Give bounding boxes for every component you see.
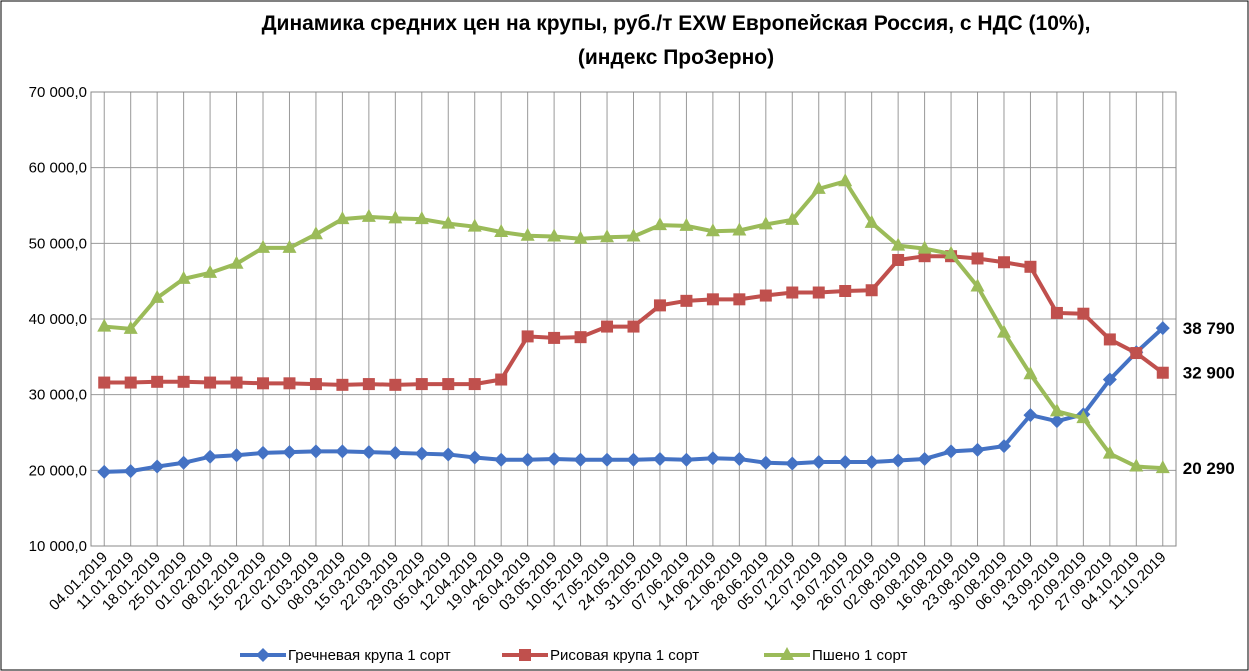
point	[575, 331, 587, 343]
legend-label: Рисовая крупа 1 сорт	[550, 647, 699, 664]
y-tick-label: 70 000,0	[29, 84, 87, 101]
point	[760, 290, 772, 302]
point	[1051, 307, 1063, 319]
point	[680, 295, 692, 307]
point	[125, 377, 137, 389]
point	[813, 287, 825, 299]
y-tick-label: 60 000,0	[29, 160, 87, 177]
point	[548, 332, 560, 344]
end-label: 38 790	[1183, 319, 1235, 338]
point	[707, 293, 719, 305]
point	[416, 378, 428, 390]
point	[601, 321, 613, 333]
legend-label: Гречневая крупа 1 сорт	[288, 647, 451, 664]
point	[733, 293, 745, 305]
y-tick-label: 30 000,0	[29, 387, 87, 404]
point	[204, 377, 216, 389]
point	[522, 330, 534, 342]
point	[786, 287, 798, 299]
point	[336, 379, 348, 391]
legend-marker	[519, 649, 531, 661]
point	[231, 377, 243, 389]
point	[1157, 367, 1169, 379]
point	[866, 284, 878, 296]
legend-label: Пшено 1 сорт	[812, 647, 907, 664]
point	[389, 379, 401, 391]
y-tick-label: 20 000,0	[29, 462, 87, 479]
point	[442, 378, 454, 390]
end-label: 20 290	[1183, 459, 1235, 478]
point	[363, 378, 375, 390]
point	[151, 376, 163, 388]
y-tick-label: 40 000,0	[29, 311, 87, 328]
chart: Динамика средних цен на крупы, руб./т EX…	[0, 0, 1249, 671]
point	[310, 378, 322, 390]
point	[178, 376, 190, 388]
point	[283, 377, 295, 389]
point	[998, 256, 1010, 268]
point	[892, 254, 904, 266]
point	[972, 252, 984, 264]
chart-title: Динамика средних цен на крупы, руб./т EX…	[262, 12, 1091, 35]
point	[98, 377, 110, 389]
end-label: 32 900	[1183, 364, 1235, 383]
y-tick-label: 50 000,0	[29, 235, 87, 252]
point	[654, 299, 666, 311]
point	[469, 378, 481, 390]
chart-subtitle: (индекс ПроЗерно)	[578, 46, 774, 69]
point	[257, 377, 269, 389]
point	[1024, 261, 1036, 273]
point	[495, 374, 507, 386]
point	[1130, 347, 1142, 359]
y-tick-label: 10 000,0	[29, 538, 87, 555]
point	[1104, 333, 1116, 345]
point	[839, 285, 851, 297]
point	[1077, 308, 1089, 320]
point	[628, 321, 640, 333]
